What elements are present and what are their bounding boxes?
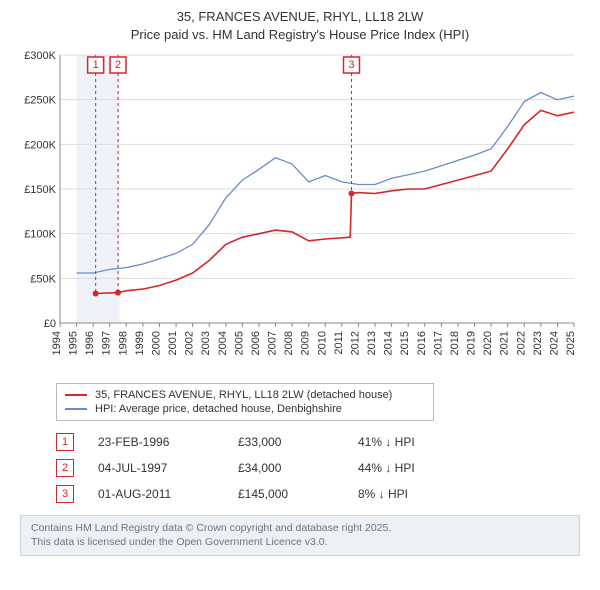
svg-text:1996: 1996 [84, 331, 96, 355]
svg-text:2023: 2023 [532, 331, 544, 355]
table-row: 1 23-FEB-1996 £33,000 41% ↓ HPI [56, 429, 580, 455]
table-row: 3 01-AUG-2011 £145,000 8% ↓ HPI [56, 481, 580, 507]
title-line1: 35, FRANCES AVENUE, RHYL, LL18 2LW [0, 8, 600, 26]
svg-text:£300K: £300K [24, 50, 56, 62]
svg-text:2007: 2007 [267, 331, 279, 355]
svg-text:2000: 2000 [150, 331, 162, 355]
row-delta: 41% ↓ HPI [358, 435, 478, 449]
svg-text:2008: 2008 [283, 331, 295, 355]
svg-text:2024: 2024 [548, 331, 560, 355]
svg-text:2012: 2012 [349, 331, 361, 355]
title-line2: Price paid vs. HM Land Registry's House … [0, 26, 600, 44]
svg-text:2: 2 [115, 59, 121, 71]
svg-text:2022: 2022 [515, 331, 527, 355]
row-price: £145,000 [238, 487, 358, 501]
legend: 35, FRANCES AVENUE, RHYL, LL18 2LW (deta… [56, 383, 434, 421]
svg-text:£150K: £150K [24, 184, 56, 196]
svg-text:2019: 2019 [466, 331, 478, 355]
row-marker: 2 [56, 459, 74, 477]
row-price: £34,000 [238, 461, 358, 475]
row-price: £33,000 [238, 435, 358, 449]
transactions-table: 1 23-FEB-1996 £33,000 41% ↓ HPI 2 04-JUL… [56, 429, 580, 507]
svg-text:1997: 1997 [101, 331, 113, 355]
chart-title: 35, FRANCES AVENUE, RHYL, LL18 2LW Price… [0, 0, 600, 43]
legend-item: 35, FRANCES AVENUE, RHYL, LL18 2LW (deta… [65, 388, 425, 402]
svg-text:£0: £0 [44, 318, 56, 330]
svg-text:2002: 2002 [184, 331, 196, 355]
svg-text:2004: 2004 [217, 331, 229, 355]
svg-text:£100K: £100K [24, 229, 56, 241]
svg-text:2021: 2021 [499, 331, 511, 355]
svg-text:1994: 1994 [51, 331, 63, 355]
row-date: 23-FEB-1996 [98, 435, 238, 449]
svg-text:2003: 2003 [200, 331, 212, 355]
svg-text:£200K: £200K [24, 139, 56, 151]
row-marker: 3 [56, 485, 74, 503]
svg-text:2018: 2018 [449, 331, 461, 355]
legend-label: HPI: Average price, detached house, Denb… [95, 403, 342, 415]
svg-text:1998: 1998 [117, 331, 129, 355]
legend-swatch-red [65, 394, 87, 396]
footer-line2: This data is licensed under the Open Gov… [31, 536, 569, 550]
chart-area: £0 £50K £100K £150K £200K £250K £300K 1994 1995 1… [20, 49, 580, 379]
legend-label: 35, FRANCES AVENUE, RHYL, LL18 2LW (deta… [95, 389, 392, 401]
legend-item: HPI: Average price, detached house, Denb… [65, 402, 425, 416]
row-marker: 1 [56, 433, 74, 451]
svg-text:2020: 2020 [482, 331, 494, 355]
footer-attribution: Contains HM Land Registry data © Crown c… [20, 515, 580, 556]
svg-text:2005: 2005 [233, 331, 245, 355]
svg-text:1: 1 [93, 59, 99, 71]
chart-svg: £0 £50K £100K £150K £200K £250K £300K 1994 1995 1… [20, 49, 580, 379]
table-row: 2 04-JUL-1997 £34,000 44% ↓ HPI [56, 455, 580, 481]
svg-text:£50K: £50K [30, 273, 56, 285]
svg-text:2011: 2011 [333, 331, 345, 355]
svg-text:2016: 2016 [416, 331, 428, 355]
svg-text:2014: 2014 [383, 331, 395, 355]
svg-text:£250K: £250K [24, 95, 56, 107]
svg-text:2006: 2006 [250, 331, 262, 355]
svg-text:2001: 2001 [167, 331, 179, 355]
svg-text:1999: 1999 [134, 331, 146, 355]
svg-text:1995: 1995 [68, 331, 80, 355]
legend-swatch-blue [65, 408, 87, 410]
svg-text:2013: 2013 [366, 331, 378, 355]
svg-text:2015: 2015 [399, 331, 411, 355]
svg-text:2010: 2010 [316, 331, 328, 355]
svg-text:2025: 2025 [565, 331, 577, 355]
svg-text:3: 3 [348, 59, 354, 71]
row-delta: 44% ↓ HPI [358, 461, 478, 475]
row-date: 04-JUL-1997 [98, 461, 238, 475]
svg-text:2017: 2017 [432, 331, 444, 355]
row-date: 01-AUG-2011 [98, 487, 238, 501]
footer-line1: Contains HM Land Registry data © Crown c… [31, 522, 569, 536]
svg-text:2009: 2009 [300, 331, 312, 355]
row-delta: 8% ↓ HPI [358, 487, 478, 501]
